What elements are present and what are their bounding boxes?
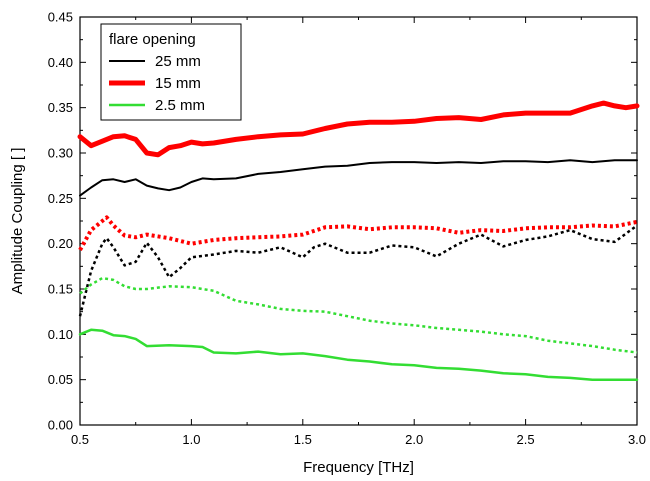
x-tick-label: 0.5 — [71, 432, 89, 447]
legend: flare opening 25 mm 15 mm 2.5 mm — [100, 23, 242, 121]
x-tick-label: 1.5 — [294, 432, 312, 447]
y-tick-label: 0.45 — [48, 10, 73, 25]
y-tick-label: 0.15 — [48, 282, 73, 297]
series-line-solid-2 — [78, 328, 639, 381]
series-line-solid-1 — [77, 100, 640, 158]
y-tick-label: 0.35 — [48, 100, 73, 115]
x-tick-label: 2.0 — [405, 432, 423, 447]
legend-label: 25 mm — [155, 53, 201, 70]
y-tick-label: 0.05 — [48, 372, 73, 387]
y-tick-label: 0.30 — [48, 146, 73, 161]
x-tick-label: 1.0 — [182, 432, 200, 447]
legend-label: 2.5 mm — [155, 97, 205, 114]
y-tick-label: 0.25 — [48, 191, 73, 206]
x-tick-label: 3.0 — [628, 432, 646, 447]
series-layer — [77, 100, 640, 381]
series-line-dotted-5 — [79, 276, 638, 354]
ticks-layer: 0.5 1.0 1.5 2.0 2.5 3.0 0.00 0.05 0.10 0.15 0.20 0.… — [48, 10, 646, 448]
y-tick-label: 0.20 — [48, 236, 73, 251]
y-tick-label: 0.10 — [48, 327, 73, 342]
legend-label: 15 mm — [155, 75, 201, 92]
x-axis-label: Frequency [THz] — [303, 459, 414, 476]
series-line-dotted-4 — [78, 215, 638, 251]
y-tick-label: 0.00 — [48, 418, 73, 433]
series-line-solid-0 — [79, 159, 638, 197]
legend-title: flare opening — [109, 31, 196, 48]
legend-entries: 25 mm 15 mm 2.5 mm — [109, 53, 205, 114]
y-axis-label: Amplitude Coupling [ ] — [9, 148, 26, 295]
x-tick-label: 2.5 — [517, 432, 535, 447]
y-tick-label: 0.40 — [48, 55, 73, 70]
